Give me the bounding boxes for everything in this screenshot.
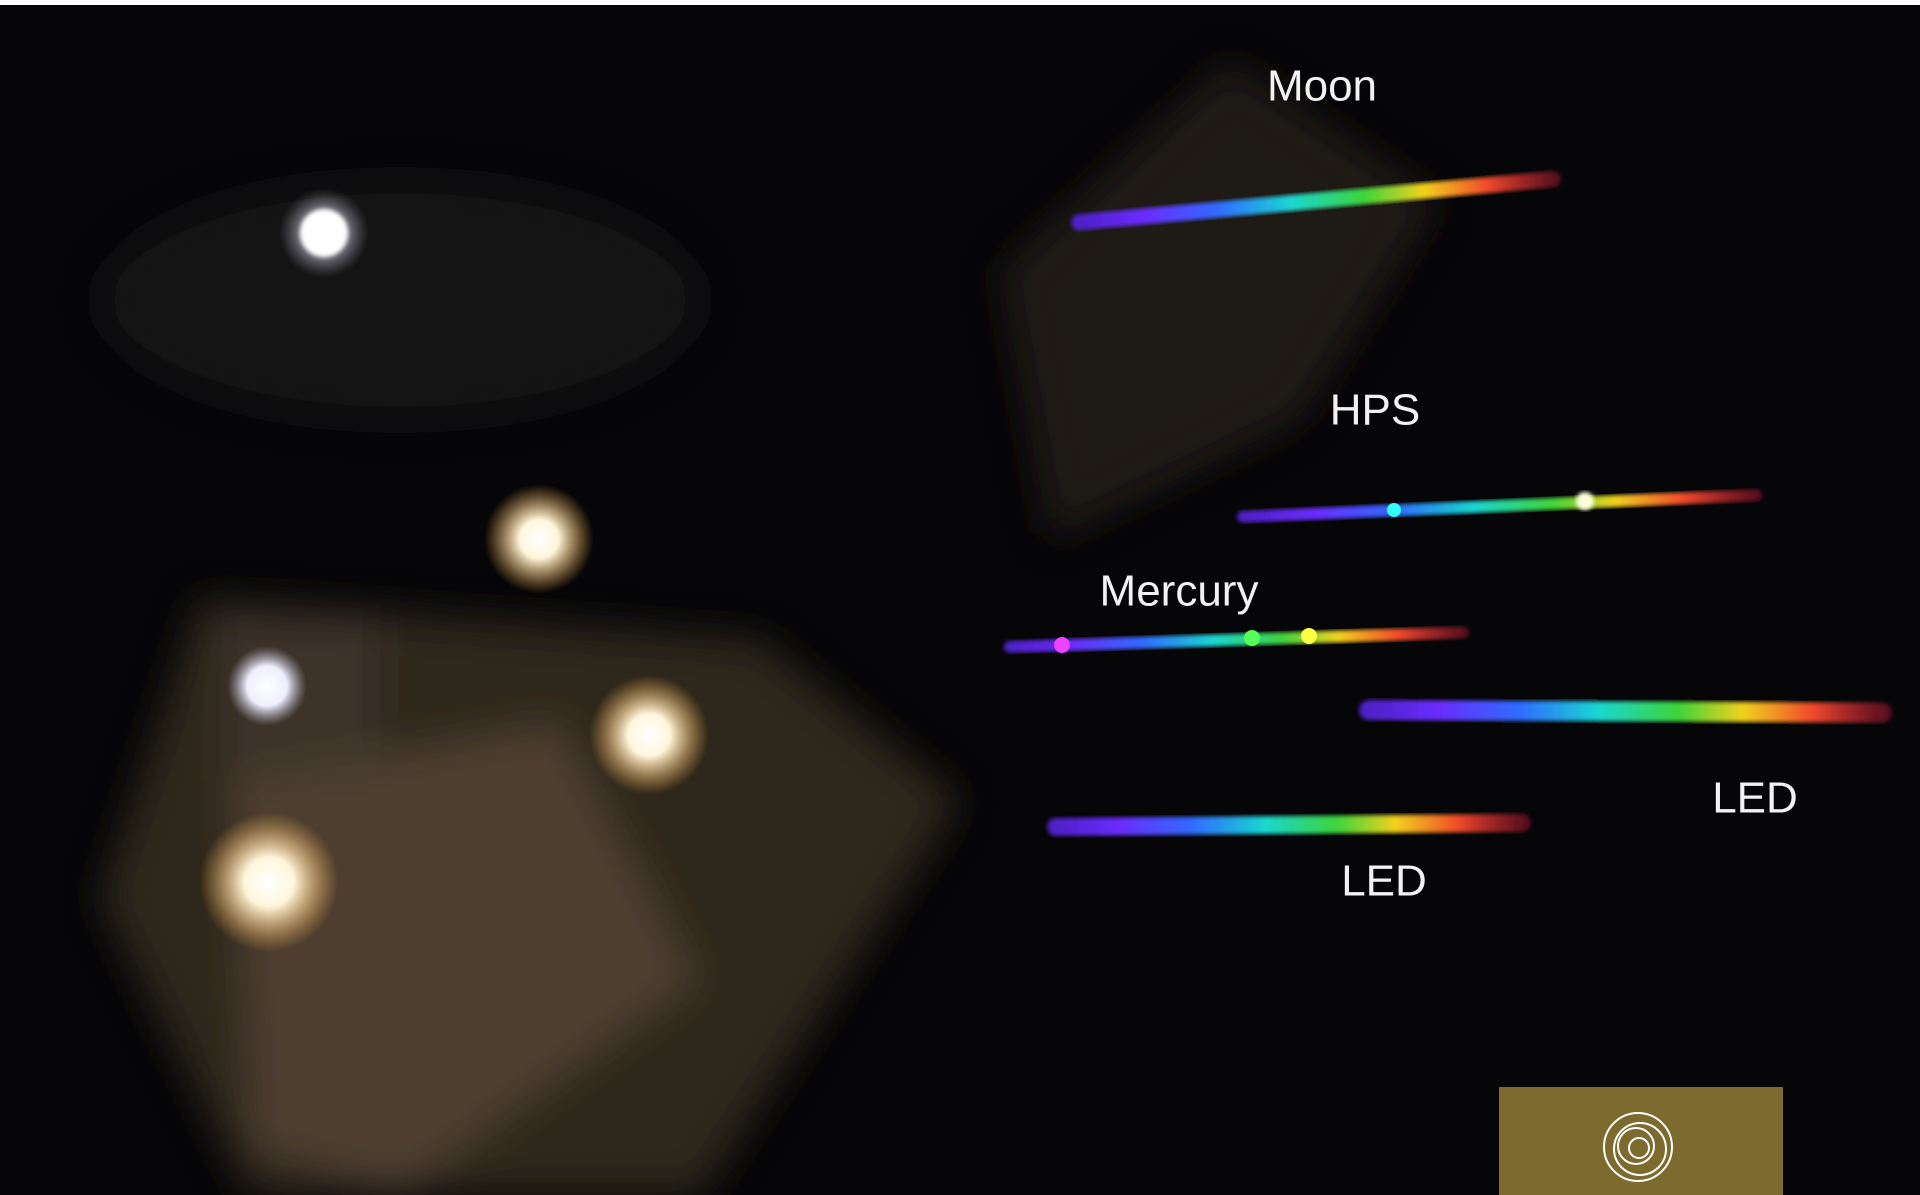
lamp <box>199 812 339 952</box>
lamp <box>484 484 594 594</box>
emission-line <box>1387 503 1401 517</box>
label: LED <box>1341 857 1427 906</box>
lamp <box>589 675 709 795</box>
label: LED <box>1712 774 1798 823</box>
moon <box>300 209 348 257</box>
lamp <box>227 646 307 726</box>
emission-line <box>1054 637 1070 653</box>
logo-box <box>1499 1087 1783 1195</box>
label: Moon <box>1267 62 1377 111</box>
emission-line <box>1301 628 1317 644</box>
spectrum <box>1359 700 1892 723</box>
label: Mercury <box>1100 567 1259 616</box>
emission-line <box>1244 630 1260 646</box>
photo: Moon HPS Mercury LED LED <box>0 0 1920 1195</box>
label: HPS <box>1330 386 1420 435</box>
emission-line <box>1576 492 1594 510</box>
